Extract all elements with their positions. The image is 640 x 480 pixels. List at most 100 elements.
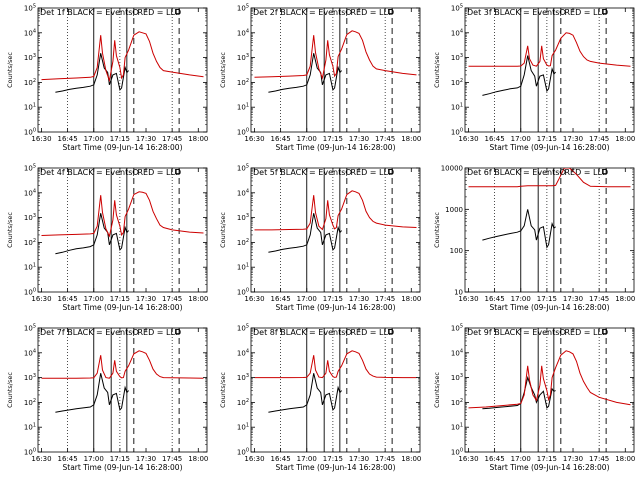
s-marker [601, 9, 607, 14]
series-lld-line [254, 30, 417, 80]
x-tick-label: 17:15 [323, 135, 343, 143]
x-tick-label: 17:00 [511, 295, 531, 303]
series-events-line [55, 373, 129, 413]
panel-title: Det 2f BLACK = Events, RED = LLD [253, 8, 394, 17]
c-marker [559, 329, 566, 335]
x-tick-label: 17:15 [110, 455, 130, 463]
y-tick-label: 104 [237, 28, 249, 37]
y-tick-label: 103 [237, 213, 249, 222]
plot-frame [250, 327, 421, 453]
y-axis-label: Counts/sec [219, 212, 227, 248]
y-tick-label: 105 [24, 324, 36, 333]
s-marker [174, 9, 180, 14]
series-events-line [268, 213, 342, 253]
s-marker [174, 169, 180, 174]
y-tick-label: 103 [24, 373, 36, 382]
y-tick-label: 104 [451, 28, 463, 37]
series-events-line [268, 373, 342, 413]
detector-panel-2: Det 2f BLACK = Events, RED = LLD 100 101 10… [219, 4, 421, 153]
plot-area [41, 328, 204, 452]
series-lld-line [41, 191, 204, 238]
s-marker [601, 169, 607, 174]
plot-frame [464, 7, 635, 133]
y-axis-label: Counts/sec [433, 52, 441, 88]
x-tick-label: 16:30 [458, 295, 478, 303]
y-axis-label: Counts/sec [6, 372, 14, 408]
y-tick-label: 102 [237, 78, 249, 87]
x-tick-label: 17:30 [136, 135, 156, 143]
c-marker [345, 169, 352, 175]
x-axis-label: Start Time (09-Jun-14 16:28:00) [490, 463, 610, 472]
plot-area [468, 8, 631, 132]
x-tick-label: 16:45 [58, 135, 78, 143]
y-tick-label: 102 [237, 398, 249, 407]
y-tick-label: 101 [237, 423, 249, 432]
y-tick-label: 103 [237, 53, 249, 62]
x-tick-label: 18:00 [401, 295, 421, 303]
series-events-line [482, 55, 556, 96]
x-tick-label: 17:00 [84, 295, 104, 303]
c-marker [559, 9, 566, 15]
x-tick-label: 16:45 [271, 295, 291, 303]
y-axis-label: Counts/sec [433, 372, 441, 408]
x-tick-label: 18:00 [401, 135, 421, 143]
x-tick-label: 17:15 [110, 135, 130, 143]
x-tick-label: 17:00 [84, 455, 104, 463]
y-tick-label: 100 [237, 448, 249, 457]
y-tick-label: 102 [451, 398, 463, 407]
x-tick-label: 18:00 [615, 455, 635, 463]
plot-area [41, 168, 204, 292]
x-tick-label: 17:15 [323, 455, 343, 463]
detector-panel-4: Det 4f BLACK = Events, RED = LLD 100 101 10… [6, 164, 208, 313]
x-tick-label: 17:15 [537, 135, 557, 143]
x-tick-label: 17:00 [297, 455, 317, 463]
y-tick-label: 100 [24, 288, 36, 297]
plot-frame [37, 7, 208, 133]
detector-panel-7: Det 7f BLACK = Events, RED = LLD 100 101 10… [6, 324, 208, 473]
series-lld-line [468, 350, 631, 409]
y-axis-label: Counts/sec [6, 212, 14, 248]
y-tick-label: 10 [454, 289, 463, 297]
x-tick-label: 18:00 [401, 455, 421, 463]
x-tick-label: 16:30 [31, 455, 51, 463]
y-tick-label: 101 [451, 103, 463, 112]
y-axis-label: Counts/sec [219, 372, 227, 408]
y-tick-label: 101 [237, 103, 249, 112]
x-tick-label: 16:45 [271, 455, 291, 463]
x-axis-label: Start Time (09-Jun-14 16:28:00) [63, 143, 183, 152]
s-marker [387, 169, 393, 174]
panel-title: Det 1f BLACK = Events, RED = LLD [40, 8, 181, 17]
x-axis-label: Start Time (09-Jun-14 16:28:00) [63, 303, 183, 312]
x-tick-label: 17:00 [511, 135, 531, 143]
x-tick-label: 16:30 [31, 295, 51, 303]
y-tick-label: 104 [237, 188, 249, 197]
x-tick-label: 16:45 [485, 135, 505, 143]
y-tick-label: 100 [237, 288, 249, 297]
x-tick-label: 17:00 [297, 295, 317, 303]
y-tick-label: 104 [237, 348, 249, 357]
c-marker [132, 329, 139, 335]
x-tick-label: 17:15 [537, 295, 557, 303]
series-lld-line [254, 190, 417, 231]
x-tick-label: 17:15 [537, 455, 557, 463]
x-tick-label: 17:30 [563, 295, 583, 303]
y-axis-label: Counts/sec [433, 212, 441, 248]
series-events-line [55, 213, 129, 255]
y-tick-label: 103 [237, 373, 249, 382]
y-tick-label: 10000 [441, 165, 463, 173]
plot-area [468, 168, 631, 292]
y-tick-label: 1000 [445, 206, 463, 214]
c-marker [345, 329, 352, 335]
detector-panel-9: Det 9f BLACK = Events, RED = LLD 100 101 10… [433, 324, 635, 473]
y-tick-label: 102 [24, 78, 36, 87]
y-tick-label: 104 [24, 28, 36, 37]
x-tick-label: 17:30 [349, 135, 369, 143]
x-tick-label: 17:30 [136, 455, 156, 463]
y-tick-label: 103 [24, 213, 36, 222]
x-tick-label: 16:30 [244, 455, 264, 463]
x-tick-label: 16:30 [458, 455, 478, 463]
x-tick-label: 16:45 [58, 455, 78, 463]
plot-frame [464, 167, 635, 293]
y-tick-label: 100 [450, 247, 463, 255]
